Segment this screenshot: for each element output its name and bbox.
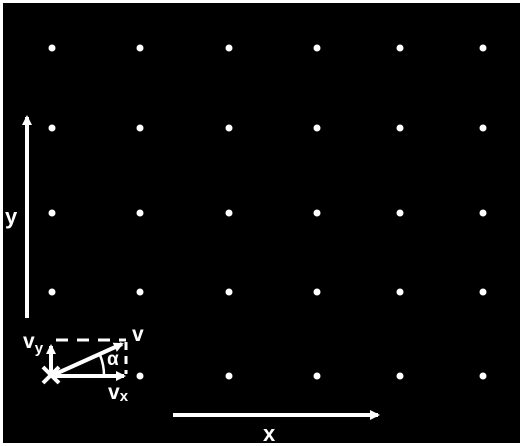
grid-dot bbox=[479, 372, 487, 380]
grid-dot bbox=[313, 288, 321, 296]
grid-dot bbox=[479, 209, 487, 217]
velocity-decomposition: v α vy vx bbox=[23, 323, 144, 405]
grid-dot bbox=[396, 44, 404, 52]
grid-dot bbox=[225, 44, 233, 52]
vy-label-subscript: y bbox=[35, 340, 44, 357]
grid-dot bbox=[396, 124, 404, 132]
grid-dot bbox=[396, 288, 404, 296]
grid-dot bbox=[396, 372, 404, 380]
grid-dot bbox=[136, 124, 144, 132]
grid-dot bbox=[48, 124, 56, 132]
y-axis-label: y bbox=[5, 204, 18, 229]
vx-label: vx bbox=[108, 381, 129, 405]
grid-dot bbox=[136, 288, 144, 296]
grid-dot bbox=[396, 209, 404, 217]
v-vector-arrow bbox=[50, 342, 124, 378]
vx-label-subscript: x bbox=[120, 388, 129, 405]
grid-dot bbox=[313, 44, 321, 52]
diagram-background bbox=[3, 3, 520, 443]
grid-dot bbox=[313, 209, 321, 217]
grid-dot bbox=[136, 372, 144, 380]
grid-dot bbox=[479, 44, 487, 52]
grid-dot bbox=[48, 44, 56, 52]
grid-dot bbox=[225, 209, 233, 217]
vx-label-main: v bbox=[108, 381, 120, 404]
grid-dot bbox=[313, 124, 321, 132]
grid-dot bbox=[136, 209, 144, 217]
grid-dot bbox=[479, 288, 487, 296]
alpha-angle-arc bbox=[98, 354, 106, 377]
grid-dot bbox=[48, 288, 56, 296]
grid-dot bbox=[48, 209, 56, 217]
grid-dot bbox=[225, 288, 233, 296]
grid-dot bbox=[136, 44, 144, 52]
v-label: v bbox=[132, 323, 144, 346]
grid-dot bbox=[225, 124, 233, 132]
vy-label-main: v bbox=[23, 330, 35, 353]
dot-grid bbox=[48, 44, 487, 380]
origin-cross-stroke-2 bbox=[41, 365, 61, 385]
vy-label: vy bbox=[23, 330, 44, 357]
grid-dot bbox=[225, 372, 233, 380]
grid-dot bbox=[313, 372, 321, 380]
x-axis-label: x bbox=[263, 421, 276, 446]
alpha-label: α bbox=[107, 349, 119, 370]
grid-dot bbox=[479, 124, 487, 132]
